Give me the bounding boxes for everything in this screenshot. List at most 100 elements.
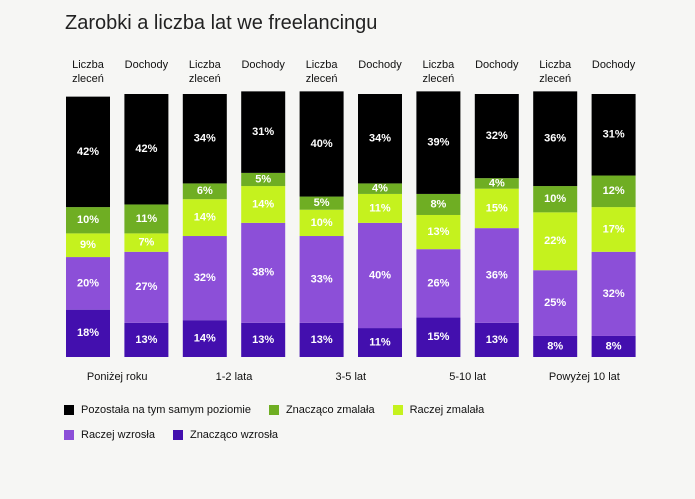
value-label: 26% — [427, 277, 449, 289]
group-label: 3-5 lat — [336, 371, 367, 383]
value-label: 31% — [603, 129, 625, 141]
bar-segment — [416, 193, 461, 215]
value-label: 8% — [430, 198, 446, 210]
value-label: 14% — [194, 212, 216, 224]
value-label: 17% — [603, 223, 625, 235]
bar-segment — [358, 183, 402, 194]
bar-segment — [66, 309, 110, 357]
group-label: Poniżej roku — [87, 371, 148, 383]
bar-segment — [358, 193, 402, 223]
value-label: 32% — [194, 272, 216, 284]
legend-label: Znacząco wzrosła — [189, 429, 279, 441]
bar-segment — [124, 204, 169, 234]
value-label: 39% — [427, 137, 449, 149]
bar-segment — [591, 94, 636, 176]
bar-segment — [591, 207, 636, 252]
bar-header: Liczba zleceń — [422, 59, 455, 85]
value-label: 33% — [311, 273, 333, 285]
bar-header: Dochody — [358, 59, 402, 71]
bar-segment — [533, 335, 578, 357]
legend-item: Raczej zmalała — [392, 403, 485, 417]
value-label: 4% — [489, 177, 505, 189]
value-label: 36% — [486, 269, 508, 281]
value-label: 40% — [311, 138, 333, 150]
value-label: 42% — [77, 146, 99, 158]
value-label: 42% — [135, 143, 157, 155]
bar-segment — [182, 236, 227, 321]
bar-header: Liczba zleceń — [72, 59, 104, 85]
bar-header: Dochody — [241, 59, 285, 71]
value-label: 5% — [314, 197, 330, 209]
bar-segment — [299, 91, 344, 197]
bar-header: Liczba zleceń — [305, 59, 338, 85]
bar-segment — [299, 236, 344, 323]
value-label: 36% — [544, 133, 566, 145]
bar-segment — [299, 322, 344, 357]
legend-label: Znacząco zmalała — [285, 404, 375, 416]
bar-segment — [241, 91, 286, 173]
value-label: 13% — [252, 334, 274, 346]
bar-segment — [416, 214, 461, 250]
bar-segment — [474, 188, 519, 229]
group-label: 5-10 lat — [449, 371, 486, 383]
legend-swatch — [64, 430, 74, 440]
value-label: 5% — [255, 173, 271, 185]
bar-segment — [124, 233, 169, 252]
bar-segment — [591, 175, 636, 208]
value-label: 14% — [194, 332, 216, 344]
value-label: 34% — [194, 133, 216, 145]
bar-segment — [416, 317, 461, 357]
bar-segment — [533, 91, 578, 187]
bar-segment — [182, 94, 227, 184]
bar-segment — [533, 270, 578, 336]
value-label: 34% — [369, 133, 391, 145]
legend-label: Pozostała na tym samym poziomie — [81, 404, 251, 416]
value-label: 15% — [427, 331, 449, 343]
legend-swatch — [64, 405, 74, 415]
value-label: 14% — [252, 198, 274, 210]
bar-segment — [591, 251, 636, 336]
legend-swatch — [172, 430, 183, 440]
legend-label: Raczej zmalała — [409, 404, 485, 416]
value-label: 32% — [486, 130, 508, 142]
chart-title: Zarobki a liczba lat we freelancingu — [65, 12, 378, 34]
bar-segment — [124, 322, 169, 357]
legend-item: Pozostała na tym samym poziomie — [64, 403, 251, 417]
bar-segment — [241, 222, 286, 323]
bar-segment — [358, 222, 402, 329]
value-label: 8% — [606, 340, 622, 352]
bar-segment — [241, 186, 286, 223]
bar-header: Liczba zleceń — [539, 59, 572, 85]
bar-segment — [416, 249, 461, 318]
bar-header: Dochody — [591, 59, 636, 71]
bar-segment — [182, 183, 227, 200]
value-label: 9% — [80, 239, 96, 251]
value-label: 4% — [372, 183, 388, 195]
value-label: 12% — [603, 185, 625, 197]
legend-item: Znacząco wzrosła — [172, 428, 279, 442]
value-label: 10% — [544, 193, 566, 205]
value-label: 13% — [486, 334, 508, 346]
bar-segment — [66, 233, 110, 258]
value-label: 13% — [427, 226, 449, 238]
legend-label: Raczej wzrosła — [81, 429, 155, 441]
bar-header: Liczba zleceń — [188, 59, 221, 85]
value-label: 13% — [135, 334, 157, 346]
value-label: 11% — [369, 336, 391, 348]
value-label: 40% — [369, 269, 391, 281]
legend-swatch — [268, 405, 279, 415]
value-label: 11% — [136, 213, 158, 225]
bar-segment — [474, 322, 519, 357]
group-label: 1-2 lata — [216, 371, 254, 383]
legend-item: Znacząco zmalała — [268, 403, 375, 417]
bar-segment — [358, 94, 402, 184]
value-label: 22% — [544, 235, 566, 247]
value-label: 32% — [603, 288, 625, 300]
bar-segment — [182, 320, 227, 357]
value-label: 10% — [311, 217, 333, 229]
bar-segment — [124, 251, 169, 323]
value-label: 20% — [77, 277, 99, 289]
value-label: 10% — [77, 214, 99, 226]
